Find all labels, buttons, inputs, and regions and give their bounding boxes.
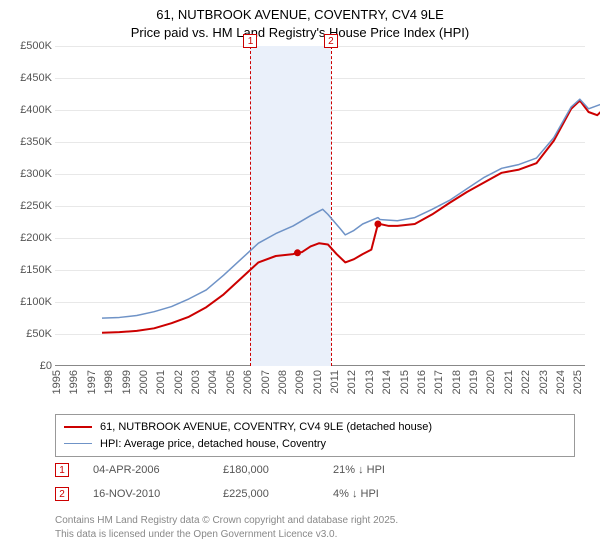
y-tick-label: £0 (8, 360, 52, 372)
x-tick-label: 2006 (242, 370, 254, 394)
sale-badge: 2 (55, 487, 69, 501)
x-tick-label: 2001 (155, 370, 167, 394)
y-tick-label: £350K (8, 136, 52, 148)
sales-table: 1 04-APR-2006£180,00021% ↓ HPI 2 16-NOV-201… (55, 458, 575, 506)
sale-date: 04-APR-2006 (93, 464, 223, 476)
x-tick-label: 2002 (173, 370, 185, 394)
chart-container: 61, NUTBROOK AVENUE, COVENTRY, CV4 9LE P… (0, 0, 600, 560)
x-tick-label: 2005 (225, 370, 237, 394)
x-tick-label: 1999 (121, 370, 133, 394)
sale-date: 16-NOV-2010 (93, 488, 223, 500)
plot-area: 12 (55, 46, 585, 366)
x-tick-label: 2019 (468, 370, 480, 394)
y-tick-label: £400K (8, 104, 52, 116)
y-tick-label: £50K (8, 328, 52, 340)
chart-area: £0 £50K £100K £150K £200K £250K £300K £350K £400… (8, 44, 592, 404)
y-tick-label: £500K (8, 40, 52, 52)
sale-price: £225,000 (223, 488, 333, 500)
legend-swatch (64, 443, 92, 444)
x-tick-label: 2011 (329, 370, 341, 394)
title-block: 61, NUTBROOK AVENUE, COVENTRY, CV4 9LE P… (0, 0, 600, 41)
sale-price: £180,000 (223, 464, 333, 476)
y-tick-label: £100K (8, 296, 52, 308)
series-red (102, 86, 600, 332)
x-tick-label: 1995 (51, 370, 63, 394)
x-tick-label: 2003 (190, 370, 202, 394)
x-tick-label: 2020 (485, 370, 497, 394)
x-tick-label: 2000 (138, 370, 150, 394)
x-tick-label: 2021 (503, 370, 515, 394)
attribution: Contains HM Land Registry data © Crown c… (55, 514, 575, 541)
x-tick-label: 2023 (538, 370, 550, 394)
x-tick-label: 1997 (86, 370, 98, 394)
y-tick-label: £300K (8, 168, 52, 180)
series-blue (102, 83, 600, 318)
sale-hpi-delta: 21% ↓ HPI (333, 464, 453, 476)
event-badge: 1 (243, 34, 257, 48)
sale-hpi-delta: 4% ↓ HPI (333, 488, 453, 500)
x-tick-label: 1996 (68, 370, 80, 394)
x-tick-label: 2018 (451, 370, 463, 394)
x-tick-label: 2008 (277, 370, 289, 394)
legend-row: 61, NUTBROOK AVENUE, COVENTRY, CV4 9LE (… (64, 419, 566, 436)
legend-label: HPI: Average price, detached house, Cove… (100, 436, 326, 453)
x-tick-label: 2024 (555, 370, 567, 394)
title-address: 61, NUTBROOK AVENUE, COVENTRY, CV4 9LE (0, 6, 600, 24)
x-tick-label: 2013 (364, 370, 376, 394)
title-subtitle: Price paid vs. HM Land Registry's House … (0, 24, 600, 42)
attribution-line2: This data is licensed under the Open Gov… (55, 528, 575, 542)
x-tick-label: 2014 (381, 370, 393, 394)
legend-swatch (64, 426, 92, 428)
y-tick-label: £200K (8, 232, 52, 244)
attribution-line1: Contains HM Land Registry data © Crown c… (55, 514, 575, 528)
legend: 61, NUTBROOK AVENUE, COVENTRY, CV4 9LE (… (55, 414, 575, 457)
legend-row: HPI: Average price, detached house, Cove… (64, 436, 566, 453)
x-tick-label: 2017 (433, 370, 445, 394)
sale-point (294, 249, 301, 256)
x-tick-label: 2009 (294, 370, 306, 394)
x-tick-label: 2010 (312, 370, 324, 394)
x-tick-label: 2012 (346, 370, 358, 394)
line-plot (102, 48, 600, 368)
x-tick-label: 2004 (207, 370, 219, 394)
sale-row: 1 04-APR-2006£180,00021% ↓ HPI (55, 458, 575, 482)
x-tick-label: 2025 (572, 370, 584, 394)
x-tick-label: 2007 (260, 370, 272, 394)
sale-point (374, 221, 381, 228)
y-tick-label: £450K (8, 72, 52, 84)
x-tick-label: 2022 (520, 370, 532, 394)
legend-label: 61, NUTBROOK AVENUE, COVENTRY, CV4 9LE (… (100, 419, 432, 436)
y-tick-label: £150K (8, 264, 52, 276)
sale-badge: 1 (55, 463, 69, 477)
sale-row: 2 16-NOV-2010£225,0004% ↓ HPI (55, 482, 575, 506)
y-tick-label: £250K (8, 200, 52, 212)
x-tick-label: 2015 (399, 370, 411, 394)
x-tick-label: 1998 (103, 370, 115, 394)
event-badge: 2 (324, 34, 338, 48)
x-tick-label: 2016 (416, 370, 428, 394)
